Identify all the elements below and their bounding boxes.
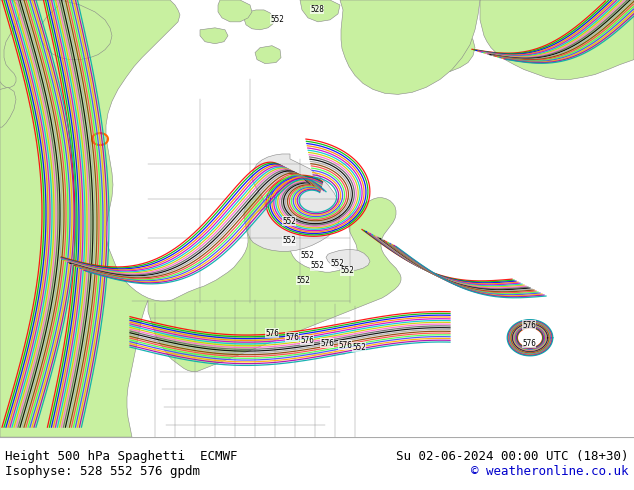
Polygon shape [326,249,370,270]
Polygon shape [0,0,112,60]
Text: 576: 576 [522,339,536,348]
Polygon shape [244,10,274,30]
Text: 552: 552 [310,261,324,270]
Text: 528: 528 [310,5,324,14]
Text: 552: 552 [270,15,284,24]
Text: 576: 576 [338,341,352,350]
Text: 576: 576 [320,339,334,348]
Text: © weatheronline.co.uk: © weatheronline.co.uk [472,466,629,478]
Text: 552: 552 [300,251,314,260]
Polygon shape [0,0,401,437]
Polygon shape [248,154,340,251]
Polygon shape [340,0,480,95]
Polygon shape [0,87,16,127]
Text: 576: 576 [285,333,299,342]
Polygon shape [0,0,20,87]
Text: Su 02-06-2024 00:00 UTC (18+30): Su 02-06-2024 00:00 UTC (18+30) [396,450,629,464]
Polygon shape [255,46,281,64]
Text: Height 500 hPa Spaghetti  ECMWF: Height 500 hPa Spaghetti ECMWF [5,450,238,464]
Text: 552: 552 [282,217,296,225]
Text: 576: 576 [522,321,536,330]
Text: 576: 576 [265,329,279,338]
Polygon shape [218,0,252,22]
Polygon shape [200,28,228,44]
Polygon shape [391,20,475,74]
Text: 552: 552 [340,266,354,275]
Text: 552: 552 [352,343,366,352]
Text: 552: 552 [330,259,344,268]
Text: 552: 552 [282,236,296,245]
Polygon shape [480,0,634,79]
Polygon shape [300,0,340,22]
Text: 576: 576 [300,336,314,344]
Text: Isophyse: 528 552 576 gpdm: Isophyse: 528 552 576 gpdm [5,466,200,478]
Text: 552: 552 [296,276,310,285]
